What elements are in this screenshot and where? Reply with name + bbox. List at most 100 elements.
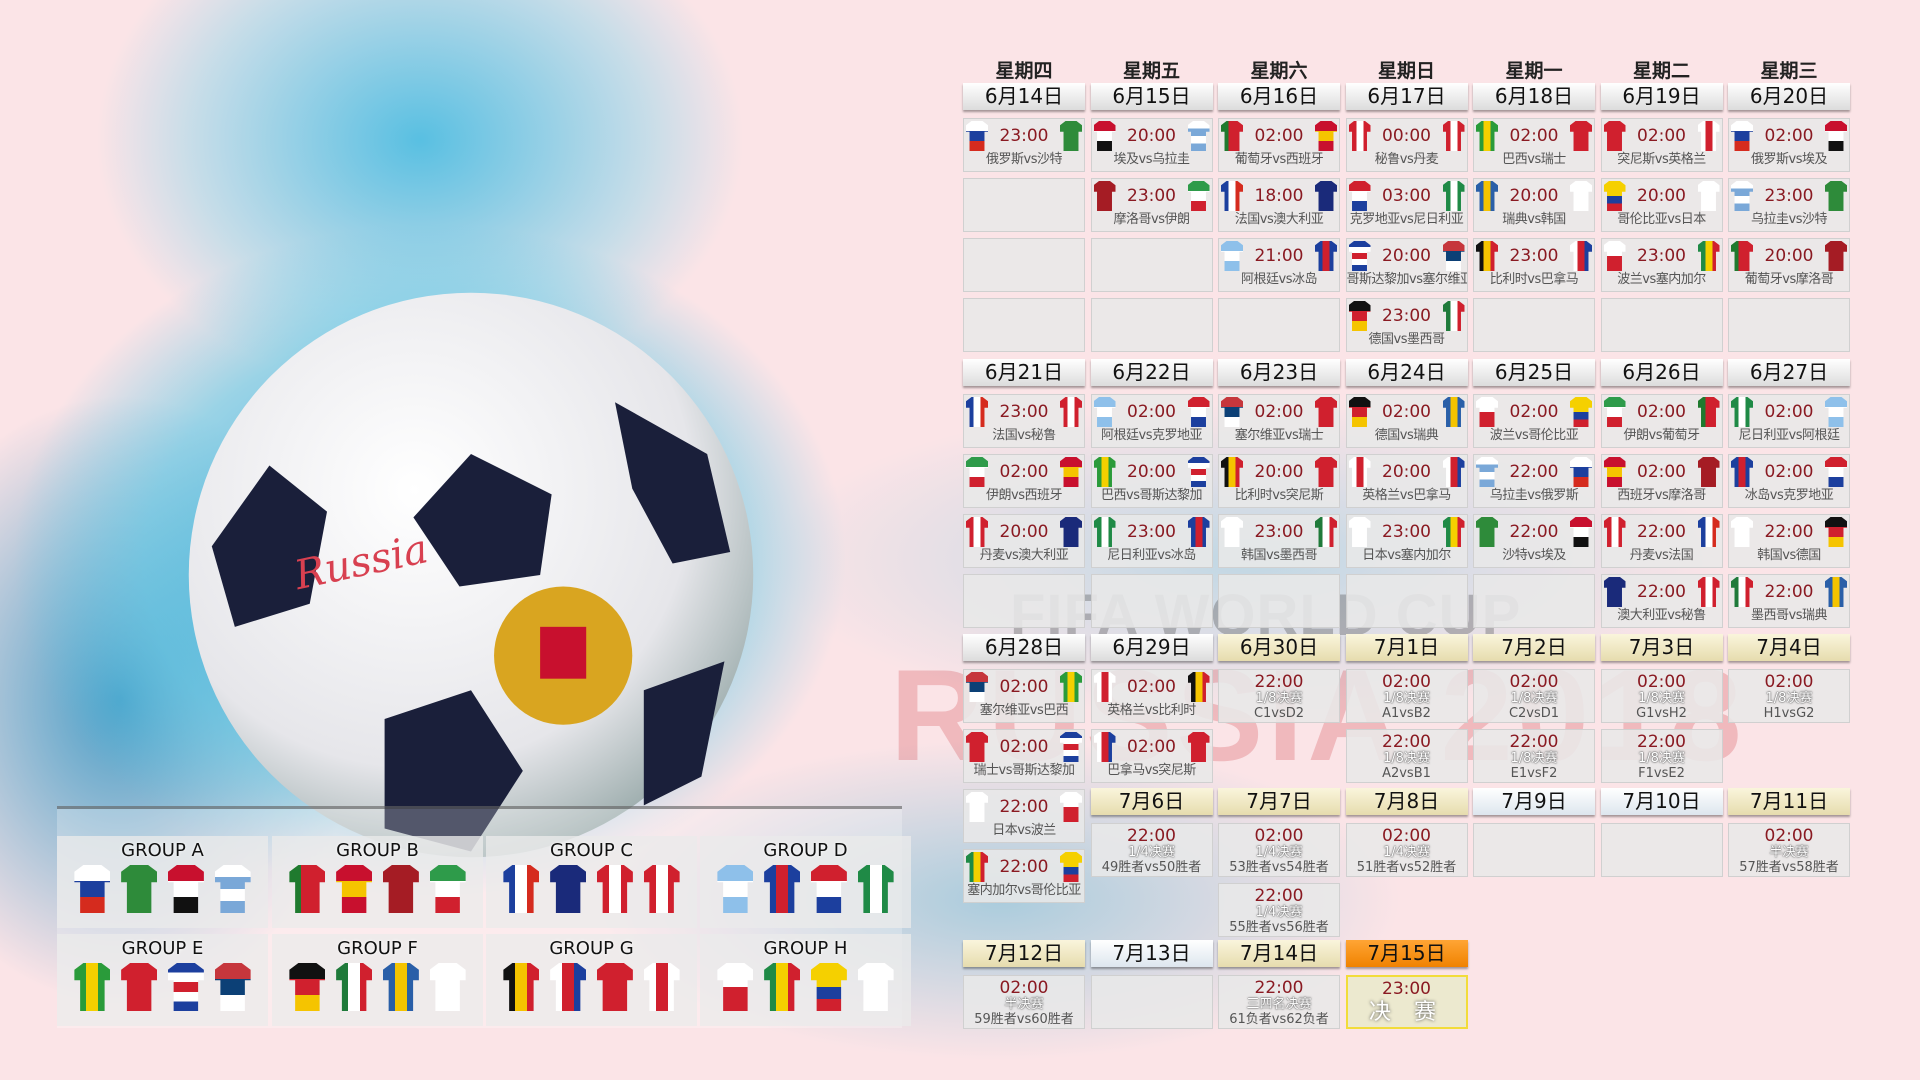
match-cell: 22:00 1/8决赛 C1vsD2 — [1218, 669, 1340, 723]
match-time: 20:00 — [1382, 462, 1431, 482]
jersey-icon — [1442, 301, 1465, 331]
match-stage: 1/8决赛 — [1765, 691, 1813, 706]
jersey-icon — [966, 672, 988, 702]
jersey-icon — [1221, 241, 1243, 271]
jersey-icon — [1603, 517, 1626, 547]
match-time: 22:00 — [1254, 672, 1304, 692]
match-pairing: 57胜者vs58胜者 — [1739, 860, 1839, 875]
match-time: 02:00 — [1509, 402, 1559, 422]
match-cell: 22:00 1/8决赛 F1vsE2 — [1600, 729, 1723, 783]
soccer-ball-illustration: Russia — [188, 292, 754, 858]
empty-cell — [963, 298, 1085, 352]
match-cell: 02:00 阿根廷vs克罗地亚 — [1090, 394, 1213, 448]
match-time: 18:00 — [1254, 186, 1304, 206]
jersey-icon — [289, 865, 326, 913]
match-teams: 比利时vs巴拿马 — [1489, 272, 1579, 287]
match-row: 02:00 — [964, 455, 1084, 487]
match-row: 00:00 — [1347, 119, 1467, 151]
match-cell: 02:00 冰岛vs克罗地亚 — [1728, 454, 1850, 508]
jersey-icon — [1442, 457, 1465, 487]
match-teams: 摩洛哥vs伊朗 — [1113, 212, 1190, 227]
group-jerseys — [272, 861, 483, 917]
match-time: 20:00 — [1127, 126, 1176, 146]
match-cell: 02:00 尼日利亚vs阿根廷 — [1728, 394, 1850, 448]
match-time: 02:00 — [1127, 737, 1176, 757]
match-time: 00:00 — [1382, 126, 1431, 146]
match-row: 22:00 — [1602, 515, 1722, 547]
jersey-icon — [643, 865, 680, 913]
match-time: 22:00 — [1254, 978, 1304, 998]
group-box: GROUP E — [57, 934, 268, 1026]
match-stage: 1/4决赛 — [1255, 845, 1303, 860]
jersey-icon — [503, 963, 540, 1011]
jersey-icon — [1060, 672, 1082, 702]
match-teams: 墨西哥vs瑞典 — [1751, 608, 1827, 623]
match-row: 23:00 — [964, 395, 1084, 427]
empty-cell — [1473, 298, 1595, 352]
jersey-icon — [1476, 181, 1498, 211]
match-teams: 尼日利亚vs阿根廷 — [1738, 428, 1840, 443]
jersey-icon — [1093, 181, 1116, 211]
jersey-icon — [810, 963, 847, 1011]
jersey-icon — [1570, 241, 1592, 271]
empty-cell — [1728, 298, 1850, 352]
jersey-icon — [1221, 181, 1243, 211]
match-row: 02:00 — [1092, 670, 1212, 702]
jersey-icon — [1315, 397, 1337, 427]
match-time: 02:00 — [1127, 677, 1176, 697]
match-time: 22:00 — [1637, 732, 1686, 752]
match-cell: 02:00 波兰vs哥伦比亚 — [1473, 394, 1595, 448]
match-time: 22:00 — [1509, 522, 1559, 542]
match-cell: 22:00 墨西哥vs瑞典 — [1728, 574, 1850, 628]
jersey-icon — [1697, 181, 1720, 211]
match-time: 20:00 — [999, 522, 1049, 542]
jersey-icon — [1093, 397, 1116, 427]
match-teams: 瑞典vs韩国 — [1502, 212, 1566, 227]
jersey-icon — [1697, 457, 1720, 487]
jersey-icon — [966, 457, 988, 487]
date-header: 6月29日 — [1090, 634, 1213, 661]
match-row: 02:00 — [1219, 119, 1339, 151]
match-cell: 20:00 丹麦vs澳大利亚 — [963, 514, 1085, 568]
match-teams: 葡萄牙vs摩洛哥 — [1744, 272, 1834, 287]
match-teams: 德国vs墨西哥 — [1368, 332, 1445, 347]
match-time: 22:00 — [1127, 826, 1176, 846]
jersey-icon — [1603, 241, 1626, 271]
empty-cell — [1090, 975, 1213, 1029]
match-cell: 20:00 哥伦比亚vs日本 — [1600, 178, 1723, 232]
jersey-icon — [1603, 397, 1626, 427]
jersey-icon — [1060, 732, 1082, 762]
weekday-label: 星期六 — [1250, 60, 1308, 82]
match-row: 02:00 — [1474, 395, 1594, 427]
match-teams: 哥伦比亚vs日本 — [1617, 212, 1706, 227]
match-teams: 西班牙vs摩洛哥 — [1617, 488, 1706, 503]
match-row: 23:00 — [1347, 515, 1467, 547]
group-name: GROUP F — [337, 938, 418, 959]
empty-cell — [963, 178, 1085, 232]
date-header: 6月25日 — [1473, 359, 1595, 386]
match-row: 02:00 — [1602, 119, 1722, 151]
empty-cell — [1090, 298, 1213, 352]
match-teams: 克罗地亚vs尼日利亚 — [1349, 212, 1464, 227]
match-time: 02:00 — [1764, 462, 1814, 482]
date-header: 6月21日 — [963, 359, 1085, 386]
match-row: 18:00 — [1219, 179, 1339, 211]
match-cell: 22:00 沙特vs埃及 — [1473, 514, 1595, 568]
date-header: 7月14日 — [1218, 940, 1340, 967]
match-teams: 塞尔维亚vs巴西 — [979, 703, 1069, 718]
match-stage: 1/4决赛 — [1255, 905, 1303, 920]
group-name: GROUP C — [550, 840, 633, 861]
match-time: 20:00 — [1382, 246, 1431, 266]
jersey-icon — [1187, 517, 1210, 547]
match-time: 20:00 — [1127, 462, 1176, 482]
empty-cell — [1090, 238, 1213, 292]
match-cell: 23:00 德国vs墨西哥 — [1345, 298, 1468, 352]
match-time: 02:00 — [1254, 826, 1304, 846]
match-time: 02:00 — [999, 978, 1049, 998]
jersey-icon — [121, 963, 158, 1011]
match-row: 23:00 — [1474, 239, 1594, 271]
jersey-icon — [1731, 241, 1753, 271]
match-time: 02:00 — [1764, 126, 1814, 146]
jersey-icon — [1221, 397, 1243, 427]
jersey-icon — [1348, 517, 1371, 547]
